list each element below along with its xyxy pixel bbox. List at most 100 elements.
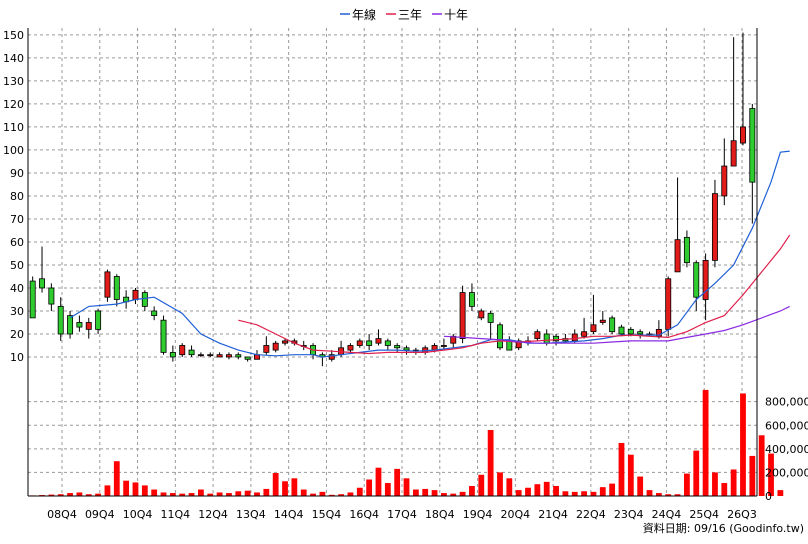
price-tick-label: 40 <box>10 282 24 295</box>
volume-bar <box>366 479 373 496</box>
price-tick-label: 70 <box>10 213 24 226</box>
volume-bar <box>412 489 419 496</box>
candle-body <box>160 319 167 353</box>
candle-body <box>104 271 111 298</box>
volume-bar <box>254 492 260 496</box>
x-tick-label: 19Q4 <box>463 508 493 521</box>
candle-body <box>581 331 588 337</box>
volume-bar <box>272 473 279 496</box>
volume-bar <box>721 483 728 496</box>
price-tick-label: 130 <box>3 75 24 88</box>
volume-bar <box>384 483 391 496</box>
volume-bar <box>85 494 92 496</box>
x-tick-label: 12Q4 <box>198 508 228 521</box>
volume-bar <box>655 493 662 496</box>
price-tick-label: 120 <box>3 98 24 111</box>
candle-body <box>534 331 541 339</box>
x-tick-label: 18Q4 <box>425 508 455 521</box>
volume-bar <box>758 435 765 496</box>
candle-body <box>207 354 214 357</box>
legend-label-10yr: 十年 <box>444 8 468 22</box>
legend: 年線 三年 十年 <box>340 7 468 22</box>
candle-body <box>730 140 737 167</box>
volume-tick-label: 0 <box>765 490 772 503</box>
volume-bar <box>160 492 167 496</box>
volume-bar <box>198 489 204 496</box>
volume-bar <box>627 454 634 496</box>
volume-bar <box>48 494 55 496</box>
price-tick-label: 110 <box>3 121 24 134</box>
volume-bar <box>712 472 718 496</box>
price-tick-label: 140 <box>3 52 24 65</box>
volume-bar <box>543 481 550 496</box>
candle-body <box>366 340 373 346</box>
price-tick-label: 80 <box>10 190 24 203</box>
candle-body <box>721 165 728 197</box>
candle-body <box>216 354 223 358</box>
candle-body <box>590 324 597 333</box>
volume-bar <box>207 493 214 496</box>
volume-bar <box>525 487 531 496</box>
volume-bar <box>618 442 625 496</box>
candle-body <box>497 324 503 349</box>
volume-tick-label: 400,000 <box>765 443 808 456</box>
candles <box>29 32 756 367</box>
volume-bar <box>188 493 195 496</box>
candle-body <box>403 347 410 351</box>
volume-bar <box>356 487 363 496</box>
volume-bar <box>646 490 653 496</box>
candle-body <box>506 340 513 351</box>
volume-bar <box>431 490 438 496</box>
volume-bar <box>590 491 597 496</box>
candle-body <box>693 262 700 298</box>
volume-bar <box>151 489 158 496</box>
candle-body <box>674 239 681 273</box>
x-tick-label: 26Q3 <box>727 508 757 521</box>
volume-bar <box>487 429 494 496</box>
volume-bar <box>497 472 503 496</box>
volume-bar <box>57 494 64 496</box>
candle-body <box>553 335 560 342</box>
candle-body <box>39 278 45 289</box>
candle-body <box>683 236 690 264</box>
volume-bar <box>403 478 410 496</box>
volume-bar <box>132 482 139 496</box>
candle-body <box>487 312 494 323</box>
volume-bar <box>506 478 513 496</box>
candle-body <box>76 322 83 328</box>
volume-tick-label: 800,000 <box>765 396 808 409</box>
moving-average-lines <box>69 150 791 358</box>
candle-body <box>618 326 625 335</box>
grid <box>28 28 757 496</box>
candle-body <box>459 292 466 339</box>
x-tick-label: 24Q4 <box>652 508 682 521</box>
x-tick-label: 16Q4 <box>349 508 379 521</box>
candle-body <box>740 126 746 144</box>
volume-bar <box>235 491 242 496</box>
volume-bar <box>450 493 457 496</box>
candle-body <box>394 345 401 349</box>
x-tick-label: 20Q4 <box>501 508 531 521</box>
volume-bar <box>123 480 130 496</box>
volume-bar <box>599 487 606 496</box>
volume-bar <box>67 493 73 496</box>
axes: 10 20 30 40 50 60 70 80 90 100 110 120 130 140 150 0 200… <box>3 28 808 521</box>
candle-body <box>468 292 475 307</box>
x-tick-label: 11Q4 <box>161 508 191 521</box>
candle-body <box>235 354 242 358</box>
candle-body <box>702 259 709 300</box>
candle-body <box>132 289 139 300</box>
candle-body <box>169 351 176 358</box>
x-tick-label: 13Q4 <box>236 508 266 521</box>
volume-bar <box>562 491 569 496</box>
volume-bar <box>95 493 101 496</box>
candle-body <box>599 319 606 323</box>
volume-bar <box>375 467 382 496</box>
volume-bar <box>328 494 335 496</box>
volume-bar <box>179 493 186 496</box>
volume-bar <box>693 450 700 496</box>
volume-bar <box>76 492 83 496</box>
candle-body <box>48 287 55 305</box>
volume-bar <box>226 493 232 496</box>
